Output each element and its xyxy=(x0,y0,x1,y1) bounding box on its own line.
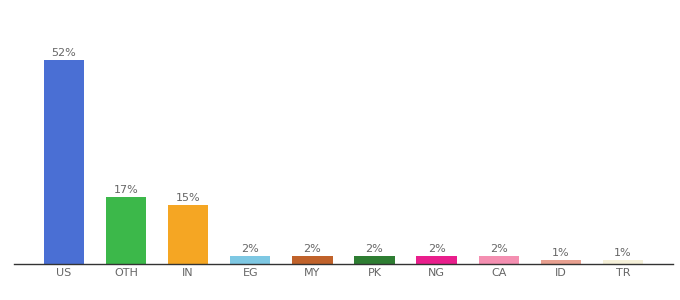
Text: 2%: 2% xyxy=(490,244,508,254)
Bar xyxy=(416,256,457,264)
Bar xyxy=(292,256,333,264)
Bar xyxy=(44,60,84,264)
Bar xyxy=(603,260,643,264)
Bar xyxy=(105,197,146,264)
Bar xyxy=(230,256,271,264)
Text: 52%: 52% xyxy=(52,48,76,58)
Text: 1%: 1% xyxy=(614,248,632,258)
Text: 2%: 2% xyxy=(303,244,321,254)
Text: 2%: 2% xyxy=(428,244,445,254)
Text: 1%: 1% xyxy=(552,248,570,258)
Text: 2%: 2% xyxy=(366,244,384,254)
Bar xyxy=(479,256,519,264)
Text: 17%: 17% xyxy=(114,185,138,195)
Text: 2%: 2% xyxy=(241,244,259,254)
Bar xyxy=(541,260,581,264)
Bar xyxy=(168,205,208,264)
Bar xyxy=(354,256,394,264)
Text: 15%: 15% xyxy=(175,193,201,203)
